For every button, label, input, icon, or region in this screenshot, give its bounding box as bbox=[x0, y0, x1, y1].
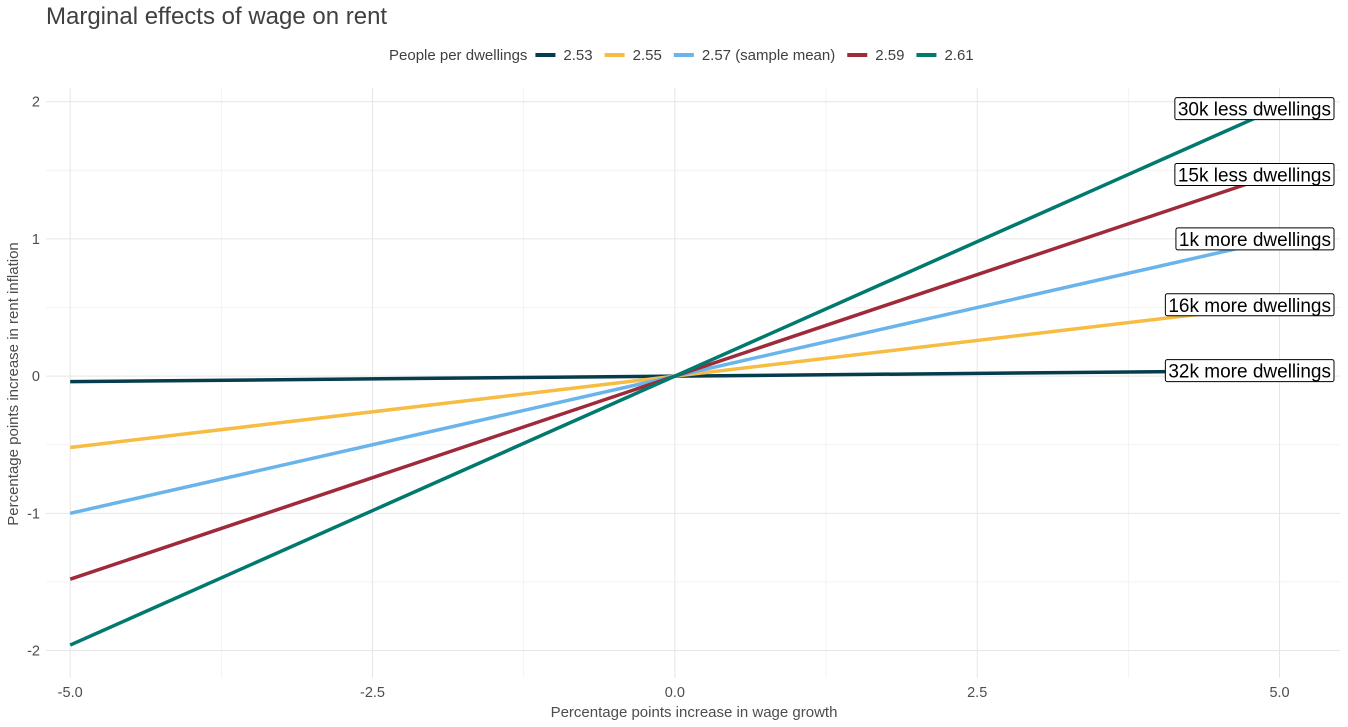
legend-label: 2.55 bbox=[633, 47, 662, 64]
annotation-box bbox=[1164, 359, 1335, 383]
y-tick-label: 0 bbox=[32, 369, 40, 385]
annotation-box bbox=[1174, 97, 1335, 121]
legend-item: 2.53 bbox=[535, 47, 593, 64]
annotation-box bbox=[1174, 162, 1335, 186]
series-lines bbox=[69, 105, 1281, 647]
annotation-text: 32k more dwellings bbox=[1168, 362, 1331, 383]
annotation-text: 30k less dwellings bbox=[1178, 100, 1331, 121]
annotation-text: 1k more dwellings bbox=[1179, 230, 1331, 251]
series-line bbox=[69, 105, 1281, 647]
y-axis-title: Percentage points increase in rent infla… bbox=[5, 242, 22, 526]
annotation-label: 15k less dwellings bbox=[1174, 162, 1335, 186]
annotation-box bbox=[1164, 293, 1335, 317]
legend-label: 2.59 bbox=[875, 47, 904, 64]
x-axis-ticks: -5.0 -2.5 0.0 2.5 5.0 bbox=[58, 685, 1290, 701]
legend-title: People per dwellings bbox=[389, 47, 527, 64]
legend: People per dwellings 2.53 2.55 2.57 (sampl… bbox=[389, 47, 974, 64]
y-tick-label: 1 bbox=[32, 232, 40, 248]
annotation-label: 30k less dwellings bbox=[1174, 97, 1335, 121]
y-axis-ticks: -2 -1 0 1 2 bbox=[27, 95, 40, 660]
x-tick-label: -5.0 bbox=[58, 685, 83, 701]
x-axis-title: Percentage points increase in wage growt… bbox=[551, 704, 838, 721]
y-tick-label: -2 bbox=[27, 644, 40, 660]
x-tick-label: 2.5 bbox=[967, 685, 987, 701]
x-tick-label: -2.5 bbox=[360, 685, 385, 701]
y-tick-label: -1 bbox=[27, 506, 40, 522]
annotation-text: 15k less dwellings bbox=[1178, 165, 1331, 186]
y-tick-label: 2 bbox=[32, 95, 40, 111]
legend-item: 2.55 bbox=[604, 47, 662, 64]
annotation-box bbox=[1175, 227, 1335, 251]
chart-title: Marginal effects of wage on rent bbox=[46, 3, 387, 30]
legend-label: 2.53 bbox=[563, 47, 592, 64]
annotation-label: 32k more dwellings bbox=[1164, 359, 1335, 383]
grid bbox=[46, 88, 1340, 678]
annotation-label: 1k more dwellings bbox=[1175, 227, 1335, 251]
legend-item: 2.59 bbox=[847, 47, 904, 64]
x-tick-label: 0.0 bbox=[665, 685, 685, 701]
legend-item: 2.57 (sample mean) bbox=[673, 47, 835, 64]
legend-label: 2.61 bbox=[944, 47, 973, 64]
legend-item: 2.61 bbox=[916, 47, 974, 64]
legend-label: 2.57 (sample mean) bbox=[702, 47, 835, 64]
annotations: 30k less dwellings 15k less dwellings 1k m… bbox=[1164, 97, 1335, 383]
annotation-label: 16k more dwellings bbox=[1164, 293, 1335, 317]
x-tick-label: 5.0 bbox=[1269, 685, 1289, 701]
annotation-text: 16k more dwellings bbox=[1168, 296, 1331, 317]
